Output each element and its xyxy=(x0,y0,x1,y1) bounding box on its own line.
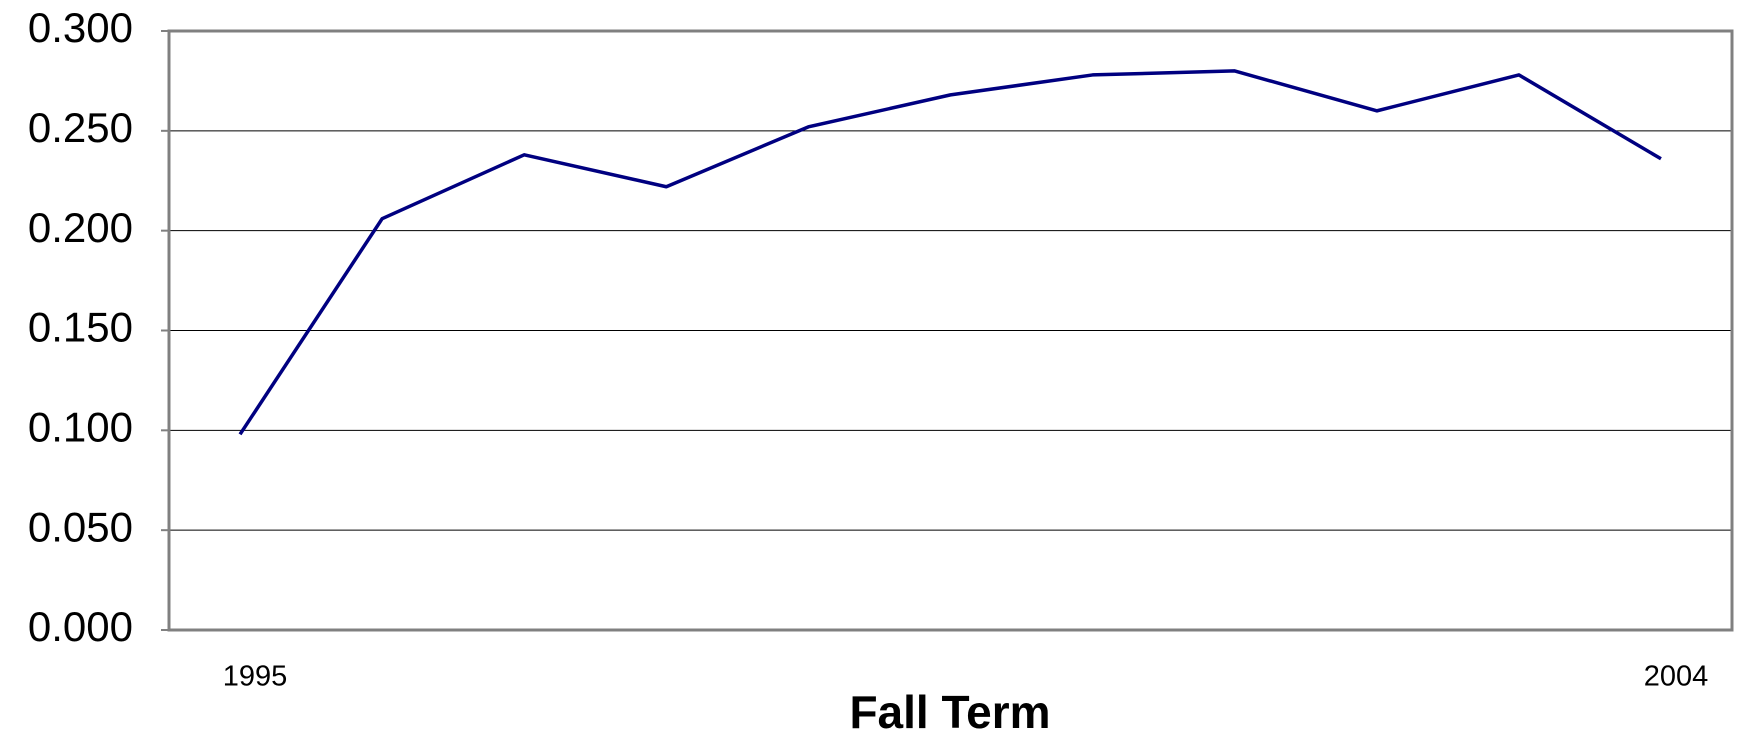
y-tick-label: 0.150 xyxy=(28,304,133,351)
y-tick-label: 0.050 xyxy=(28,503,133,550)
line xyxy=(238,69,1662,436)
y-tick-label: 0.300 xyxy=(28,4,133,51)
plot-frame xyxy=(167,29,1734,632)
y-tick-label: 0.100 xyxy=(28,403,133,450)
y-tick-label: 0.200 xyxy=(28,204,133,251)
x-tick-label: 1995 xyxy=(223,661,288,693)
x-tick-label: 2004 xyxy=(1644,661,1709,693)
y-tick-label: 0.250 xyxy=(28,104,133,151)
y-tick-label: 0.000 xyxy=(28,603,133,650)
x-axis-label: Fall Term xyxy=(849,686,1050,738)
